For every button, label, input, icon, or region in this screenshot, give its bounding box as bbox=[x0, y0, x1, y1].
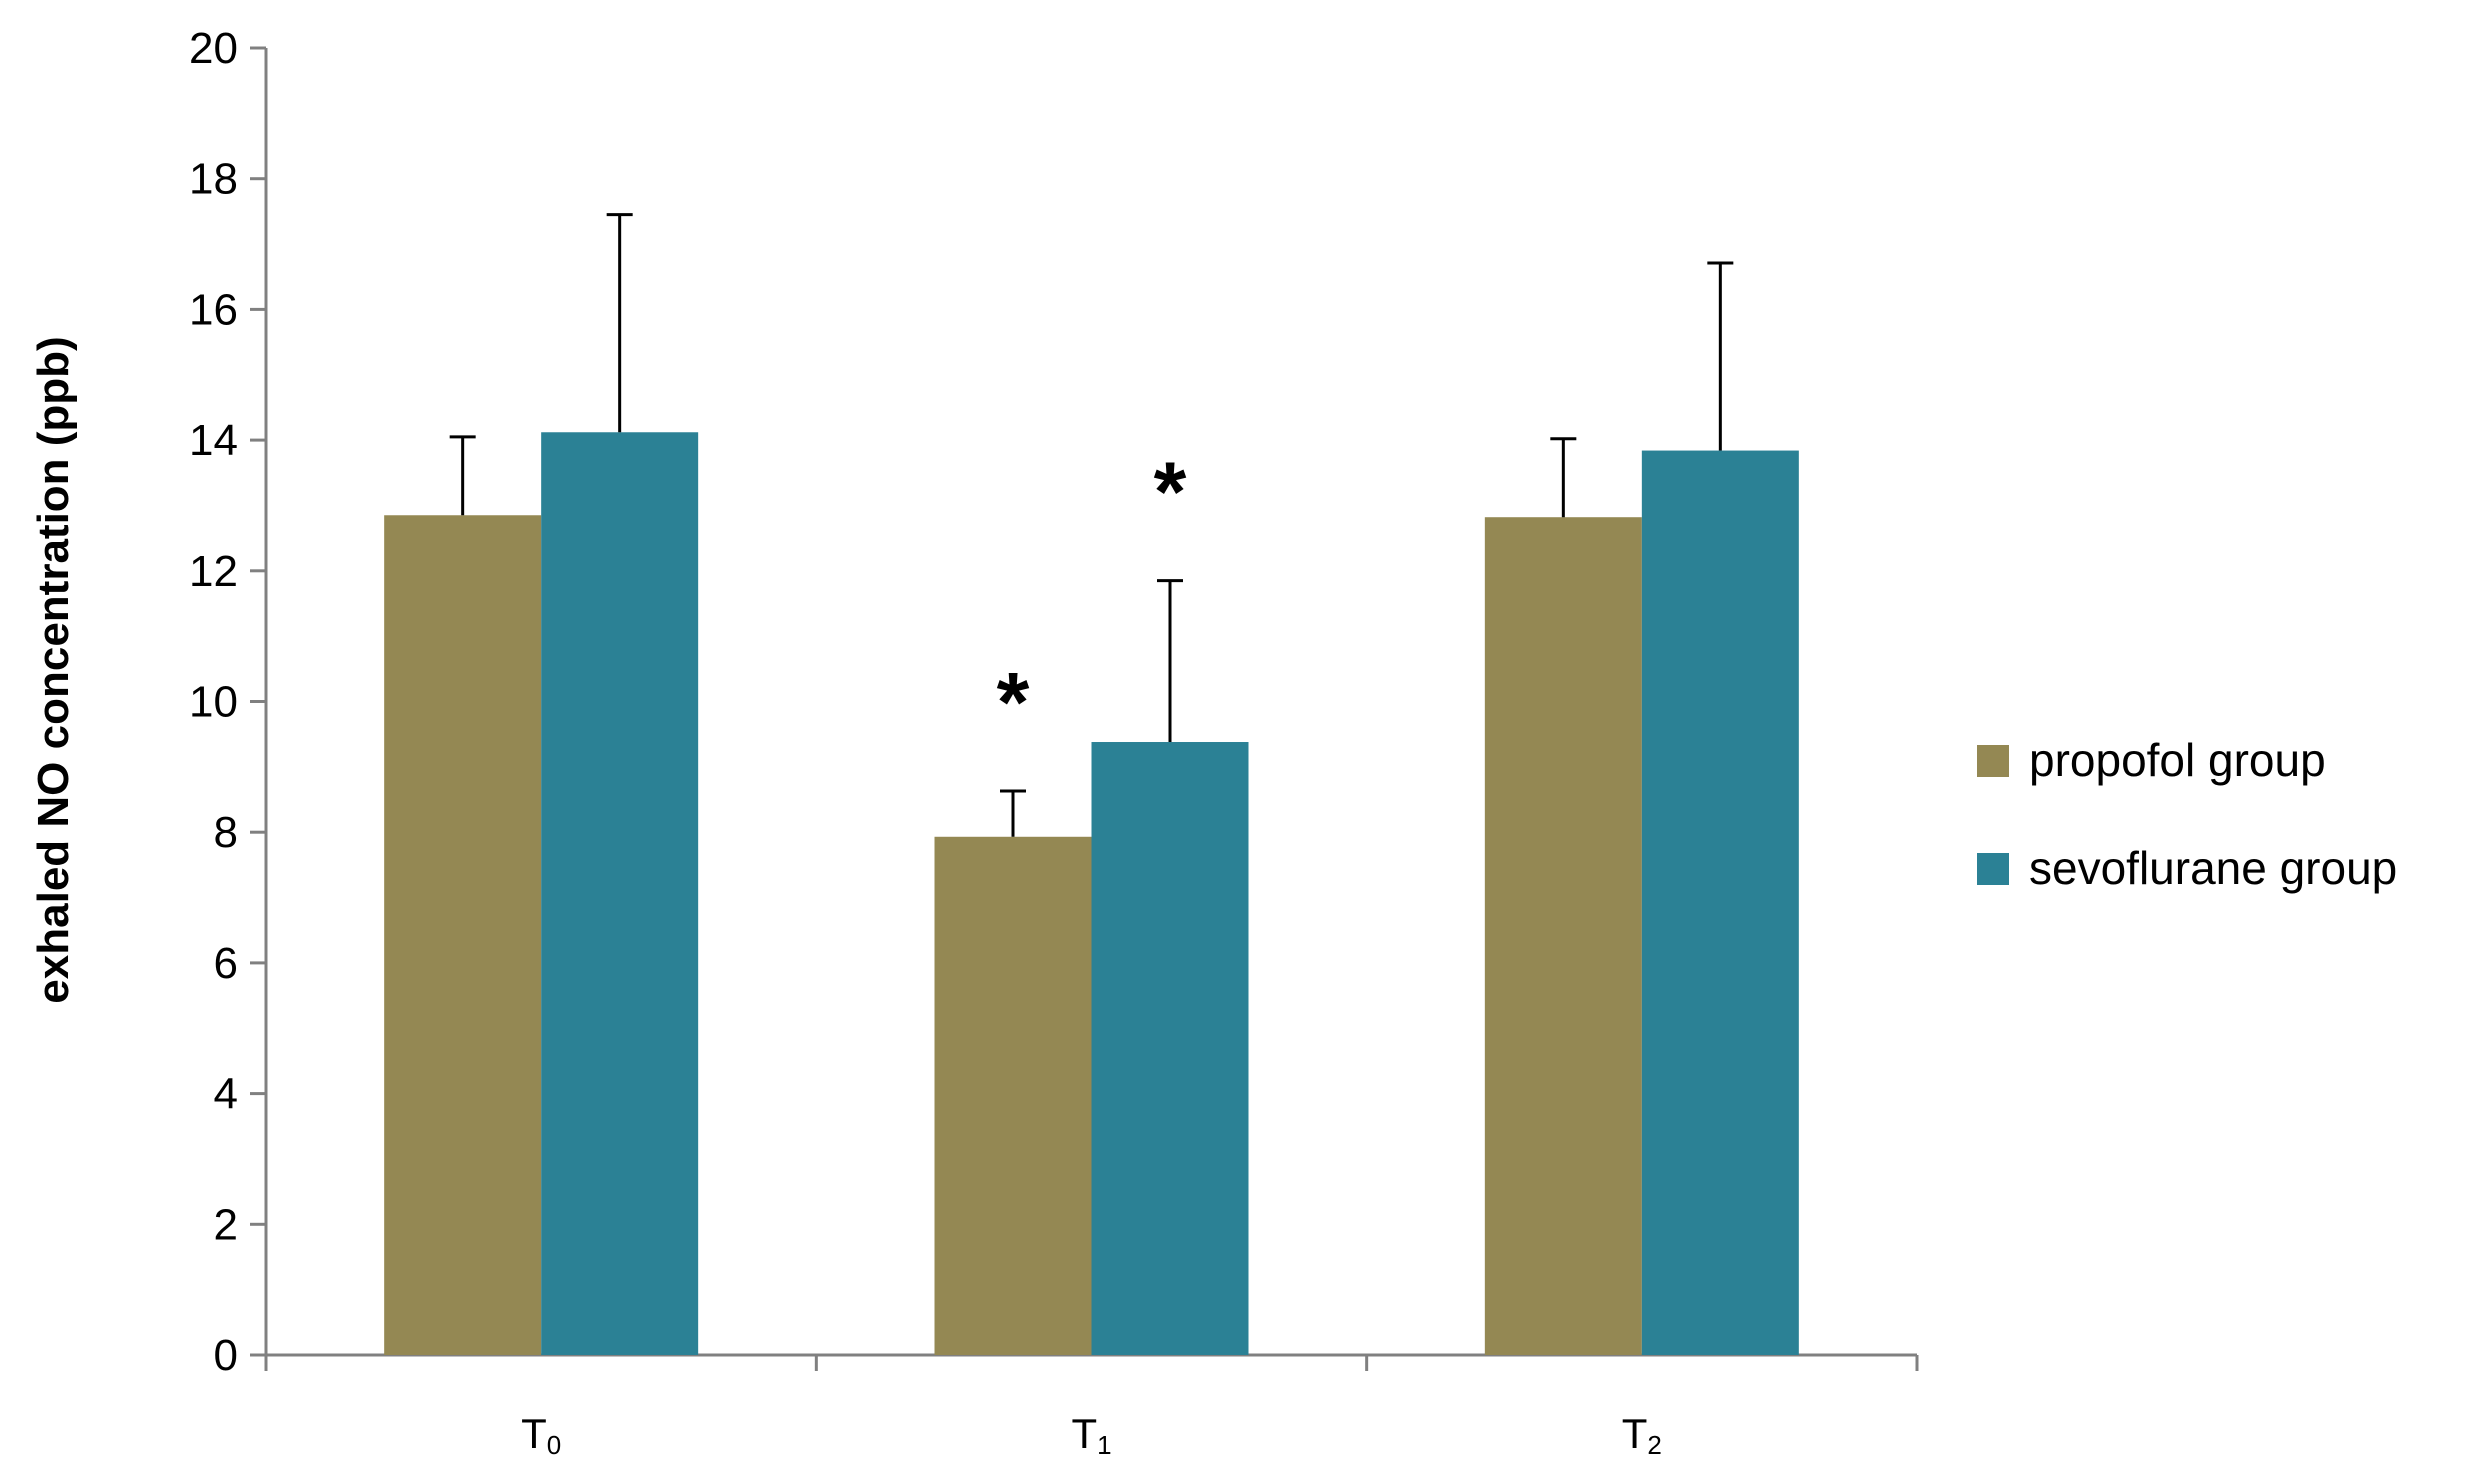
legend-swatch bbox=[1977, 853, 2009, 885]
x-tick-label-main: T bbox=[1622, 1410, 1648, 1457]
x-tick-label: T1 bbox=[1071, 1410, 1111, 1460]
bar-sevoflurane-group-0 bbox=[541, 432, 699, 1355]
y-tick-label: 20 bbox=[189, 24, 238, 73]
legend: propofol group sevoflurane group bbox=[1977, 734, 2397, 894]
x-tick-label-main: T bbox=[521, 1410, 547, 1457]
bar-sevoflurane-group-1 bbox=[1091, 742, 1249, 1355]
legend-label: propofol group bbox=[2029, 734, 2326, 786]
y-tick-label: 10 bbox=[189, 678, 238, 727]
bar-propofol-group-2 bbox=[1484, 517, 1642, 1355]
x-tick-label-subscript: 0 bbox=[547, 1430, 561, 1460]
x-tick-label: T2 bbox=[1622, 1410, 1662, 1460]
x-tick-label-subscript: 1 bbox=[1097, 1430, 1111, 1460]
significance-asterisk: * bbox=[997, 655, 1030, 749]
bar-propofol-group-1 bbox=[934, 836, 1092, 1355]
y-tick-label: 12 bbox=[189, 547, 238, 596]
legend-label: sevoflurane group bbox=[2029, 842, 2397, 894]
bar-propofol-group-0 bbox=[384, 515, 542, 1355]
y-tick-label: 2 bbox=[214, 1200, 238, 1249]
y-tick-label: 8 bbox=[214, 808, 238, 857]
y-axis-label: exhaled NO concentration (ppb) bbox=[29, 336, 78, 1003]
y-tick-label: 16 bbox=[189, 285, 238, 334]
y-tick-label: 18 bbox=[189, 155, 238, 204]
x-tick-label-main: T bbox=[1071, 1410, 1097, 1457]
bar-sevoflurane-group-2 bbox=[1641, 450, 1799, 1355]
legend-swatch bbox=[1977, 745, 2009, 777]
x-tick-label: T0 bbox=[521, 1410, 561, 1460]
y-tick-label: 14 bbox=[189, 416, 238, 465]
y-tick-label: 6 bbox=[214, 939, 238, 988]
x-tick-label-subscript: 2 bbox=[1647, 1430, 1661, 1460]
significance-asterisk: * bbox=[1154, 445, 1187, 539]
y-tick-label: 4 bbox=[214, 1070, 238, 1119]
y-tick-label: 0 bbox=[214, 1331, 238, 1380]
